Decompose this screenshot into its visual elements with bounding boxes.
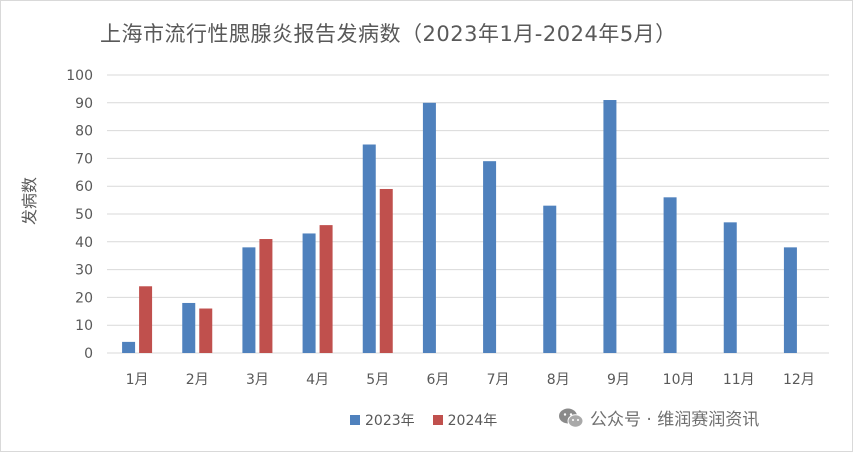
bar-2023-10 xyxy=(663,197,677,353)
bar-2023-6 xyxy=(422,102,436,353)
bar-2023-3 xyxy=(242,247,256,353)
bar-2023-9 xyxy=(603,100,617,354)
legend-label-2024: 2024年 xyxy=(447,413,498,429)
bar-2024-2 xyxy=(199,308,213,353)
bars xyxy=(122,100,797,354)
legend-swatch-2024 xyxy=(432,415,443,425)
x-tick-label: 6月 xyxy=(426,372,449,388)
x-tick-label: 8月 xyxy=(547,372,570,388)
x-tick-label: 3月 xyxy=(246,372,269,388)
bar-2024-4 xyxy=(319,225,333,353)
y-tick-label: 20 xyxy=(75,290,93,306)
y-tick-label: 30 xyxy=(75,263,93,279)
watermark: 公众号 · 维润赛润资讯 xyxy=(558,405,759,430)
y-tick-label: 0 xyxy=(84,346,93,362)
legend-label-2023: 2023年 xyxy=(365,413,415,429)
wechat-icon xyxy=(559,408,584,428)
legend-swatch-2023 xyxy=(350,415,360,425)
y-tick-label: 100 xyxy=(66,68,93,84)
bar-2023-7 xyxy=(483,161,497,353)
x-tick-label: 7月 xyxy=(487,372,510,388)
bar-2024-3 xyxy=(259,239,273,353)
legend-item-2024: 2024年 xyxy=(432,410,498,430)
legend-item-2023: 2023年 xyxy=(350,410,415,430)
bar-2023-12 xyxy=(783,247,797,353)
x-tick-label: 2月 xyxy=(186,372,209,388)
y-tick-label: 50 xyxy=(75,207,93,223)
bar-2023-1 xyxy=(122,341,136,353)
x-tick-label: 4月 xyxy=(306,372,329,388)
watermark-text: 公众号 · 维润赛润资讯 xyxy=(590,410,760,430)
grid-lines xyxy=(107,74,829,354)
bar-2023-11 xyxy=(723,222,737,353)
chart-title: 上海市流行性腮腺炎报告发病数（2023年1月-2024年5月） xyxy=(100,22,677,46)
x-tick-label: 5月 xyxy=(366,372,389,388)
x-tick-labels: 1月 2月 3月 4月 5月 6月 7月 8月 9月 10月 11月 12月 xyxy=(126,372,815,388)
bar-2023-8 xyxy=(543,205,557,353)
x-tick-label: 12月 xyxy=(783,372,815,388)
x-tick-label: 10月 xyxy=(663,372,695,388)
y-tick-labels: 0 10 20 30 40 50 60 70 80 90 100 xyxy=(66,68,93,362)
legend: 2023年 2024年 xyxy=(350,410,509,430)
bar-2023-4 xyxy=(302,233,316,353)
x-tick-label: 9月 xyxy=(607,372,630,388)
x-tick-label: 1月 xyxy=(126,372,149,388)
bar-2024-5 xyxy=(379,188,393,353)
y-tick-label: 60 xyxy=(75,179,93,195)
x-tick-label: 11月 xyxy=(723,372,755,388)
y-tick-label: 90 xyxy=(75,96,93,112)
bar-2023-5 xyxy=(362,144,376,353)
bar-2024-1 xyxy=(139,286,153,353)
y-tick-label: 80 xyxy=(75,124,93,140)
bar-2023-2 xyxy=(182,302,196,353)
y-tick-label: 40 xyxy=(75,235,93,251)
y-tick-label: 70 xyxy=(75,151,93,167)
y-tick-label: 10 xyxy=(75,318,93,334)
